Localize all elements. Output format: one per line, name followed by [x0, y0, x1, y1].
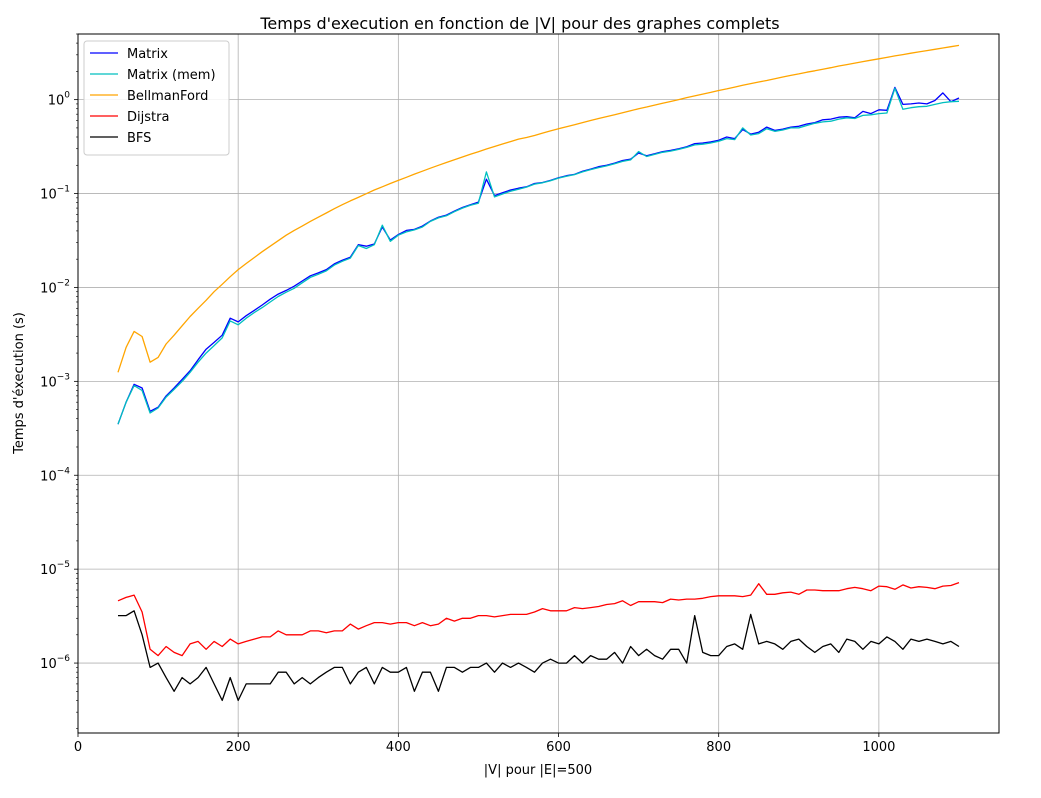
y-tick-label: 100	[48, 91, 71, 109]
x-axis-ticks: 0 200 400 600 800 1000	[74, 733, 895, 755]
x-tick-label: 600	[546, 740, 571, 755]
legend-label: Dijstra	[127, 110, 169, 125]
y-tick-label: 10−3	[40, 372, 70, 390]
plot-frame	[77, 33, 1000, 734]
series-line-bfs	[118, 610, 960, 702]
chart-title: Temps d'execution en fonction de |V| pou…	[259, 14, 779, 33]
x-tick-label: 200	[226, 740, 251, 755]
legend-box	[83, 40, 230, 156]
y-tick-label: 10−6	[40, 654, 70, 672]
legend-label: BFS	[127, 131, 151, 146]
x-axis-label: |V| pour |E|=500	[484, 763, 592, 778]
legend-label: Matrix	[127, 47, 168, 62]
series-lines	[117, 44, 960, 702]
legend-label: BellmanFord	[127, 89, 208, 104]
x-tick-label: 0	[74, 740, 82, 755]
y-axis-label: Temps d'éxecution (s)	[12, 312, 27, 455]
y-tick-label: 10−4	[40, 466, 70, 484]
y-tick-label: 10−5	[40, 560, 70, 578]
legend: Matrix Matrix (mem) BellmanFord Dijstra BFS	[83, 40, 230, 156]
y-tick-label: 10−1	[40, 185, 70, 203]
x-tick-label: 400	[386, 740, 411, 755]
x-tick-label: 800	[706, 740, 731, 755]
series-line-bellmanford	[117, 44, 960, 373]
y-axis-ticks: 10−6 10−5 10−4 10−3 10−2 10−1 100	[40, 33, 78, 730]
y-tick-label: 10−2	[40, 278, 70, 296]
series-line-matrix-mem	[117, 87, 960, 425]
grid	[77, 34, 999, 733]
legend-label: Matrix (mem)	[127, 68, 216, 83]
series-line-dijstra	[117, 581, 960, 657]
x-tick-label: 1000	[862, 740, 895, 755]
